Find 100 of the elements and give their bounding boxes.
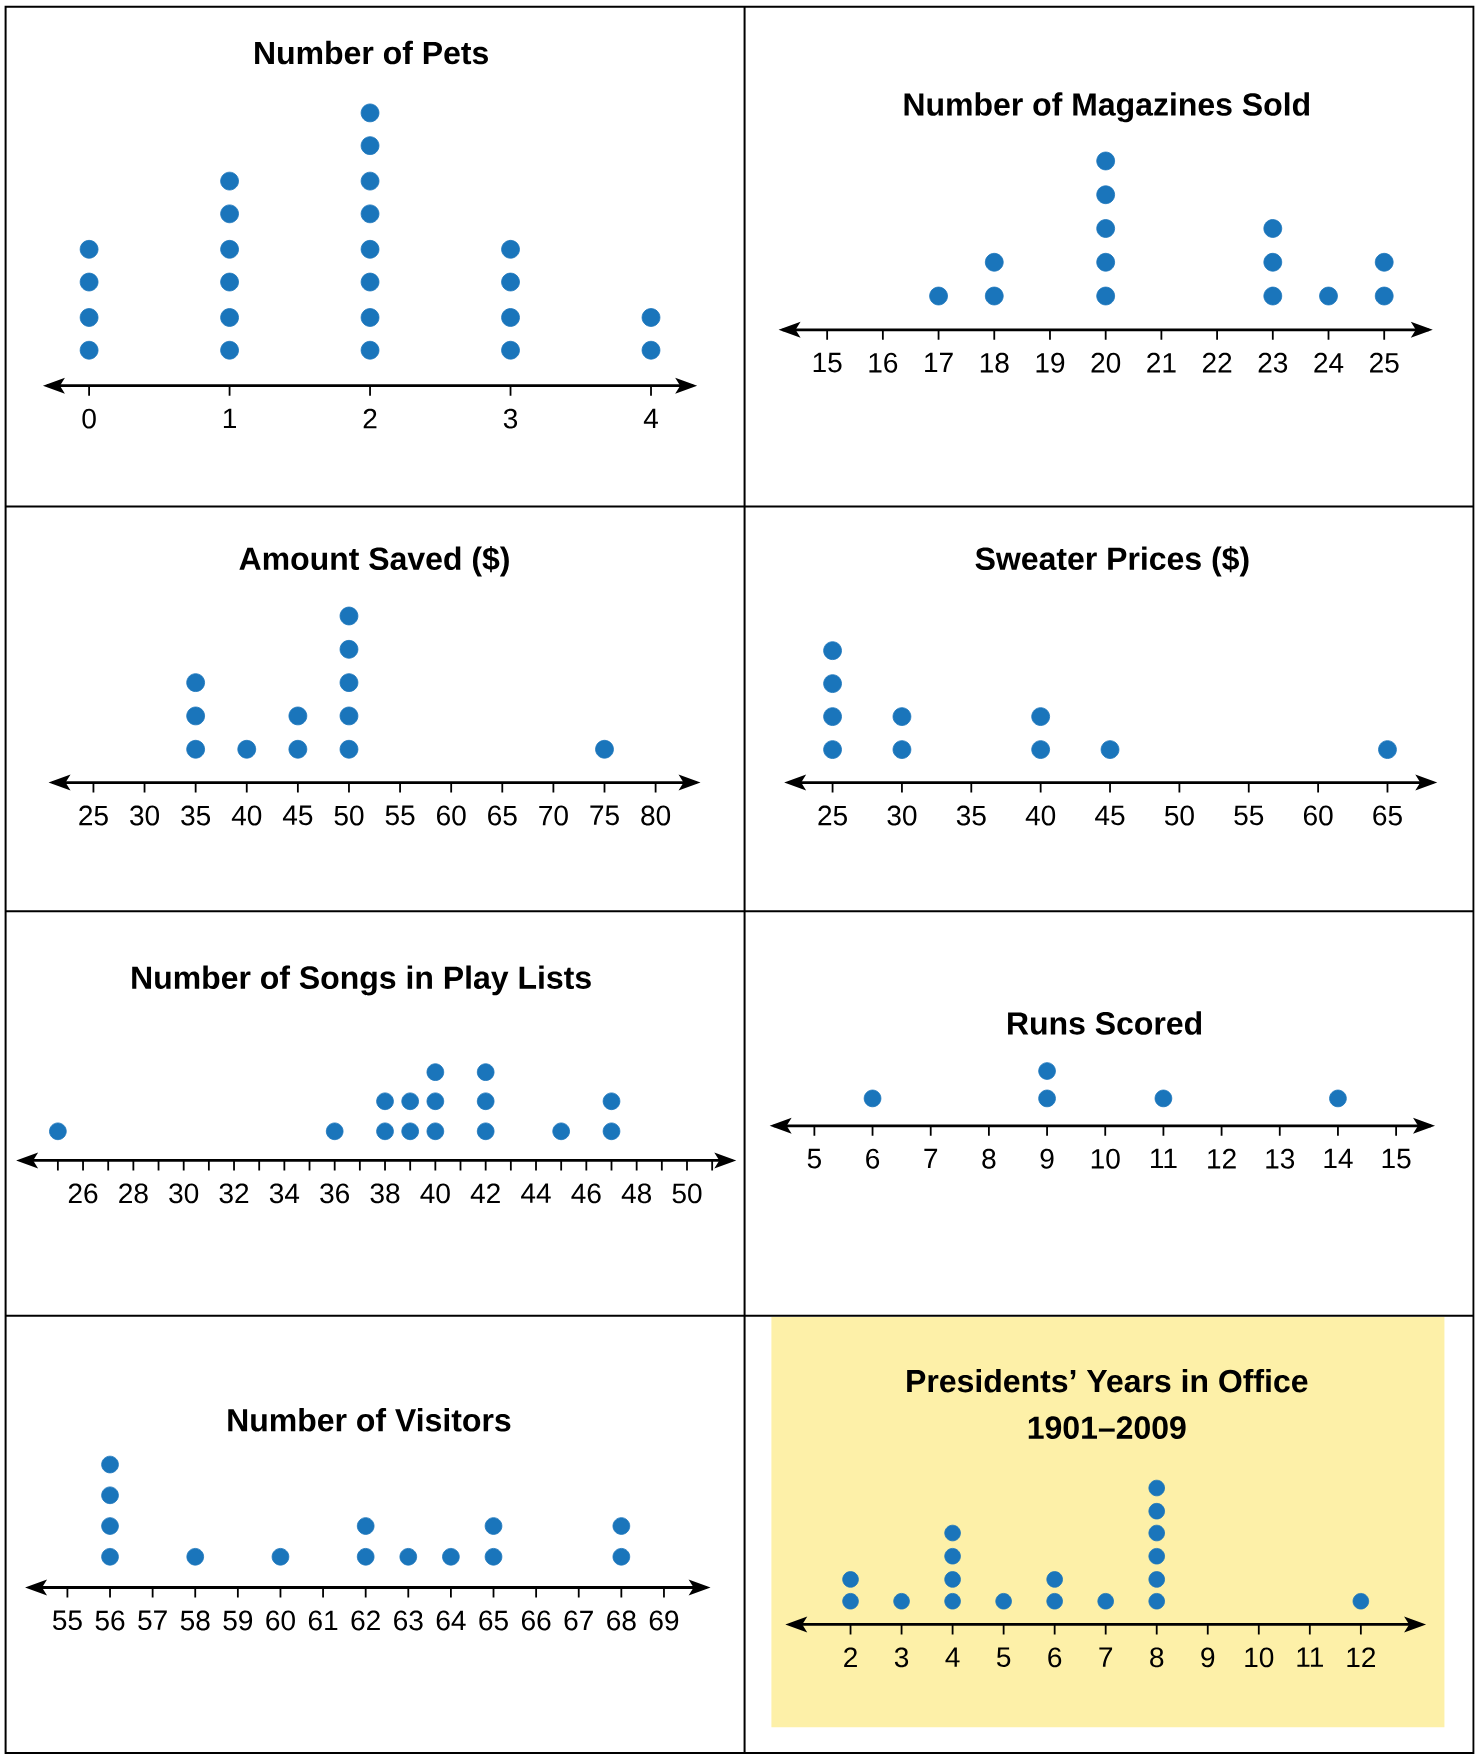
point [1378,740,1397,759]
point [501,272,520,292]
point [1148,1502,1165,1520]
x-tick-label: 12 [1347,1647,1375,1668]
x-tick-label: 36 [320,1183,349,1204]
point [79,308,99,327]
point [101,1455,119,1474]
x-tick-label: 50 [672,1183,702,1204]
point [1046,1571,1063,1588]
x-tick-label: 25 [1369,352,1399,373]
x-tick-label: 64 [436,1610,466,1631]
x-tick-label: 65 [479,1610,508,1631]
x-tick-label: 46 [571,1183,601,1204]
point [356,1548,375,1566]
point [823,707,842,726]
point [220,308,239,327]
point [501,340,520,360]
x-tick-label: 38 [370,1183,400,1204]
point [220,239,239,259]
point [360,308,380,327]
x-tick-label: 65 [488,805,517,826]
point [220,171,239,191]
x-tick-label: 8 [1150,1647,1164,1668]
point [1148,1571,1165,1588]
point [595,739,614,759]
chart-title: Number of Songs in Play Lists [132,965,591,996]
x-tick-label: 65 [1373,805,1402,826]
chart-title: Number of Visitors [228,1408,511,1432]
point [892,740,912,759]
x-tick-label: 15 [1382,1148,1411,1169]
chart-title: Amount Saved ($) [239,546,509,577]
x-tick-label: 20 [1091,352,1121,373]
point [356,1517,375,1535]
x-tick-label: 48 [621,1183,651,1204]
point [220,272,239,292]
point [484,1548,503,1566]
x-tick-label: 12 [1208,1148,1236,1169]
x-tick-label: 26 [68,1183,98,1204]
x-tick-label: 68 [607,1610,636,1631]
x-tick-label: 30 [887,805,917,826]
x-tick-label: 55 [1234,805,1264,826]
point [360,171,380,191]
point [339,706,359,726]
point [1374,252,1394,272]
x-tick-label: 32 [219,1183,249,1204]
x-tick-label: 50 [334,805,364,826]
point [1096,185,1115,205]
point [984,252,1004,272]
x-tick-label: 10 [1091,1148,1120,1169]
point [893,1592,910,1610]
chart-title: Runs Scored [1007,1011,1201,1035]
point [1031,740,1050,759]
x-tick-label: 50 [1164,805,1194,826]
point [399,1548,417,1566]
point [641,340,661,360]
point [1352,1592,1369,1610]
point [892,707,912,726]
chart-subtitle: 1901–2009 [1028,1416,1186,1439]
x-tick-label: 44 [520,1183,551,1203]
point [484,1517,503,1535]
point [360,239,380,259]
point [442,1548,460,1566]
x-tick-label: 45 [1094,805,1125,826]
point [1319,286,1338,306]
x-tick-label: 60 [436,805,466,826]
x-tick-label: 57 [138,1610,167,1631]
x-tick-label: 75 [590,805,619,826]
x-tick-label: 40 [420,1183,450,1204]
x-tick-label: 4 [945,1647,960,1667]
point [944,1547,961,1565]
point [339,606,359,626]
x-tick-label: 9 [1040,1148,1054,1169]
x-tick-label: 55 [385,805,415,826]
point [1263,286,1283,306]
point [220,204,239,224]
x-tick-label: 9 [1201,1647,1215,1668]
x-tick-label: 16 [869,352,898,373]
x-tick-label: 35 [181,805,210,826]
x-tick-label: 69 [649,1610,679,1631]
x-tick-label: 2 [363,408,377,429]
x-tick-label: 2 [844,1647,857,1668]
point [612,1517,631,1535]
x-tick-label: 0 [82,408,96,429]
x-tick-label: 30 [129,805,159,826]
point [842,1571,859,1588]
chart-title: Number of Magazines Sold [904,92,1309,123]
x-tick-label: 35 [956,805,986,826]
point [1097,1592,1114,1610]
point [237,739,256,759]
point [1263,219,1283,238]
x-tick-label: 22 [1202,352,1232,373]
x-tick-label: 7 [924,1148,938,1169]
x-tick-label: 61 [308,1610,338,1631]
x-tick-label: 7 [1099,1647,1112,1667]
point [360,103,380,123]
x-tick-label: 60 [1303,805,1333,826]
x-tick-label: 60 [266,1610,295,1631]
x-tick-label: 4 [643,408,658,429]
point [79,239,99,259]
point [823,674,842,693]
